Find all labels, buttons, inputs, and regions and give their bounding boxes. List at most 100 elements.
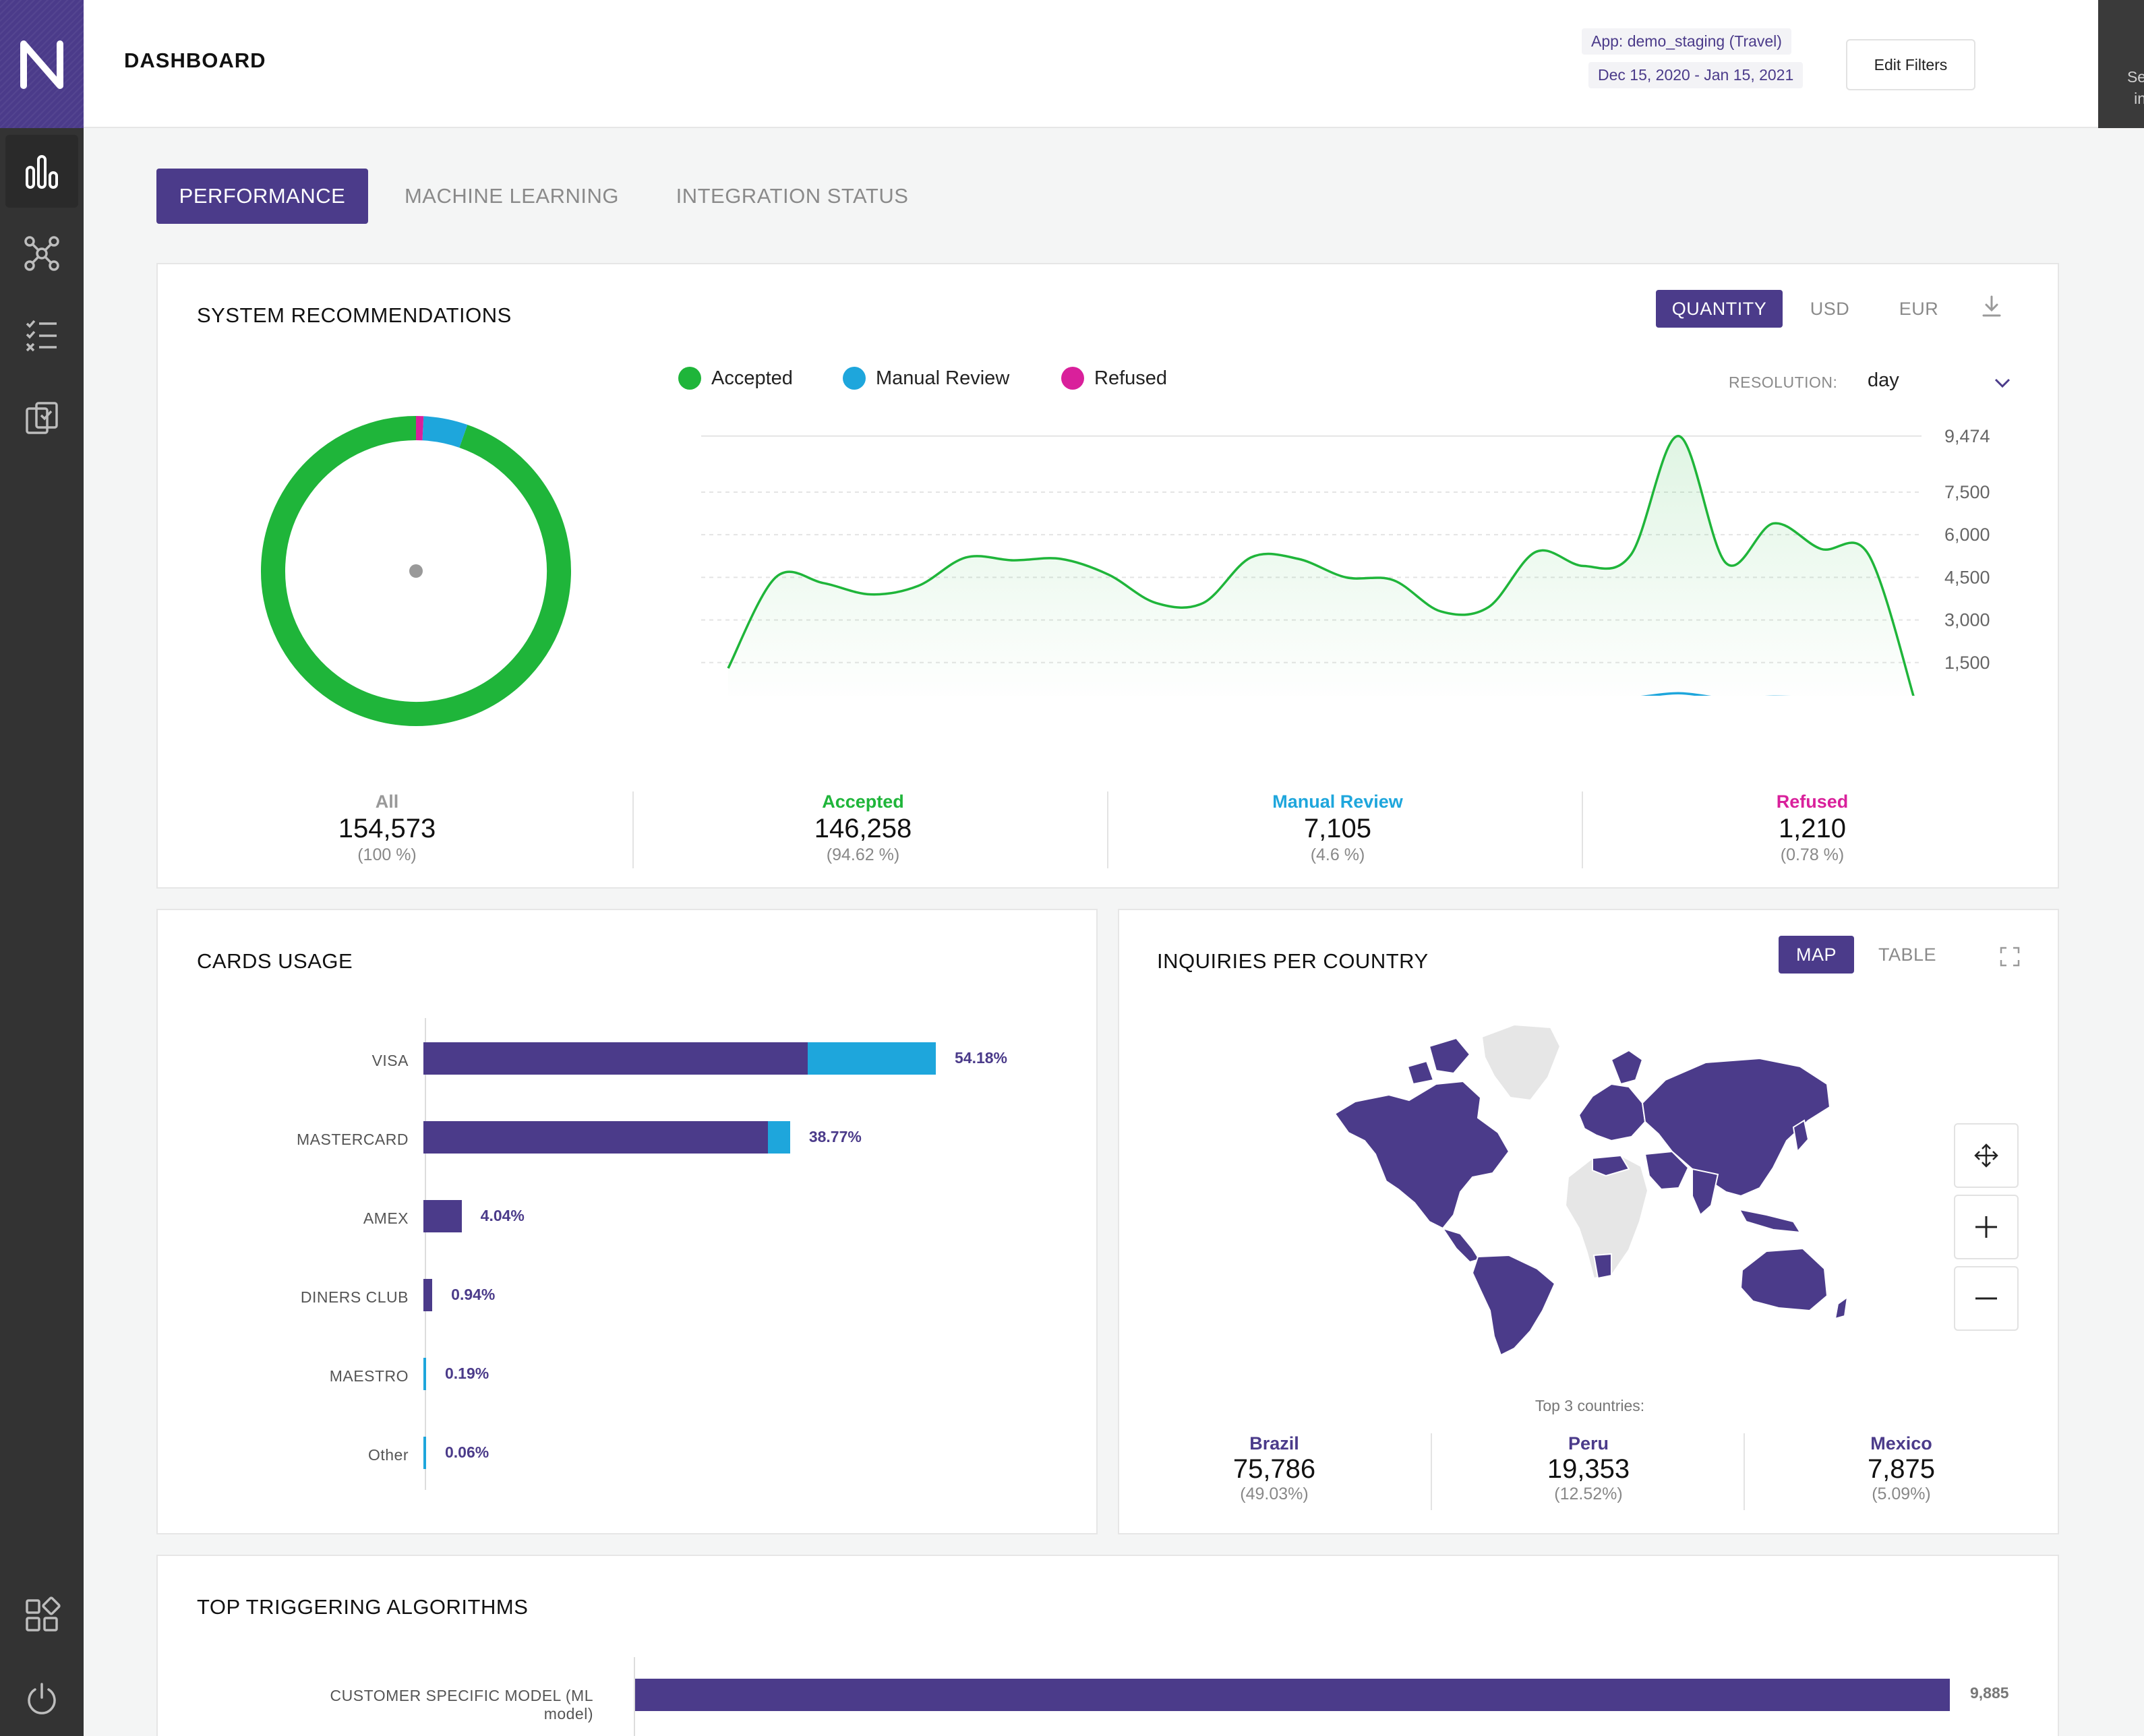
- unit-eur-button[interactable]: EUR: [1899, 298, 1939, 319]
- y-tick-label: 0: [1944, 695, 1955, 696]
- divider: [1107, 791, 1108, 868]
- greenland-region: [1481, 1023, 1561, 1102]
- stat-pct: (94.62 %): [826, 845, 900, 864]
- card-title: SYSTEM RECOMMENDATIONS: [197, 303, 512, 327]
- power-icon[interactable]: [5, 1663, 78, 1735]
- line-chart: 9,474 7,500 6,000 4,500 3,000 1,500 0: [701, 426, 1990, 696]
- stat-name: Refused: [1776, 791, 1849, 812]
- bar-category-label: Other: [367, 1446, 409, 1464]
- japan-region: [1792, 1119, 1810, 1154]
- country-pct: (49.03%): [1240, 1485, 1309, 1503]
- nav-review-icon[interactable]: [5, 382, 78, 454]
- minus-icon: [1975, 1297, 1997, 1300]
- resolution-select[interactable]: day: [1868, 369, 2144, 399]
- edit-filters-button[interactable]: Edit Filters: [1846, 39, 1975, 90]
- bar-segment[interactable]: [423, 1279, 433, 1311]
- bar-segment[interactable]: [768, 1121, 790, 1154]
- tab-integration-status[interactable]: INTEGRATION STATUS: [676, 184, 909, 208]
- resolution-value: day: [1868, 369, 1899, 391]
- bar-value-label: 9,885: [1970, 1684, 2009, 1702]
- country-name: Peru: [1568, 1433, 1609, 1454]
- donut-slice-accepted[interactable]: [261, 416, 571, 726]
- bar-axis: [425, 1018, 426, 1490]
- unit-usd-button[interactable]: USD: [1810, 298, 1850, 319]
- bar-segment[interactable]: [808, 1042, 936, 1075]
- bar-segment[interactable]: [423, 1121, 769, 1154]
- stat-accepted: Accepted 146,258 (94.62 %): [742, 791, 984, 865]
- top-countries-label: Top 3 countries:: [1535, 1397, 1645, 1414]
- stat-value: 154,573: [338, 814, 436, 843]
- country-brazil: Brazil 75,786 (49.03%): [1139, 1433, 1409, 1504]
- download-icon[interactable]: [1978, 293, 2005, 323]
- inquiries-per-country-card: INQUIRIES PER COUNTRY MAP TABLE: [1118, 909, 2059, 1534]
- tab-machine-learning[interactable]: MACHINE LEARNING: [404, 184, 620, 208]
- unit-quantity-button[interactable]: QUANTITY: [1656, 290, 1783, 328]
- stat-manual-review: Manual Review 7,105 (4.6 %): [1216, 791, 1459, 865]
- scandinavia-region: [1610, 1049, 1644, 1085]
- divider: [1431, 1433, 1432, 1510]
- bar-category-label: MAESTRO: [329, 1367, 409, 1385]
- bar-segment[interactable]: [423, 1042, 808, 1075]
- bar-segment[interactable]: [423, 1358, 426, 1390]
- map-recenter-button[interactable]: [1954, 1123, 2019, 1188]
- date-range: Dec 15, 2020 - Jan 15, 2021: [1588, 62, 1804, 88]
- country-name: Brazil: [1249, 1433, 1299, 1454]
- bar-segment[interactable]: [423, 1437, 426, 1469]
- page-title: DASHBOARD: [124, 49, 266, 72]
- zoom-in-button[interactable]: [1954, 1195, 2019, 1259]
- stat-pct: (0.78 %): [1780, 845, 1845, 864]
- bar-value-label: 0.06%: [445, 1443, 489, 1461]
- country-mexico: Mexico 7,875 (5.09%): [1766, 1433, 2036, 1504]
- nav-dashboard-icon[interactable]: [5, 135, 78, 208]
- y-tick-label: 1,500: [1944, 653, 1990, 673]
- legend-accepted[interactable]: Accepted: [678, 367, 793, 390]
- bar-category-label: DINERS CLUB: [300, 1288, 409, 1306]
- tab-performance[interactable]: PERFORMANCE: [156, 169, 368, 224]
- cards-usage-card: CARDS USAGE VISA 54.18% MASTERCARD 38.77% AM…: [156, 909, 1098, 1534]
- stat-pct: (4.6 %): [1310, 845, 1365, 864]
- stat-refused: Refused 1,210 (0.78 %): [1691, 791, 1934, 865]
- bar-segment[interactable]: [423, 1200, 462, 1232]
- donut-slice-manual-review[interactable]: [422, 416, 468, 448]
- nav-network-icon[interactable]: [5, 217, 78, 290]
- search-inquiries-button[interactable]: Search for inquiries: [2098, 0, 2144, 128]
- chevron-down-icon[interactable]: [1992, 372, 2013, 394]
- world-map[interactable]: [1328, 1019, 1854, 1356]
- legend-dot: [1061, 367, 1084, 390]
- bar-axis: [634, 1657, 635, 1736]
- nav-apps-icon[interactable]: [5, 1579, 78, 1652]
- search-label-line1: Search for: [2126, 68, 2144, 86]
- donut-center-dot: [409, 564, 423, 578]
- view-table-button[interactable]: TABLE: [1878, 944, 1937, 965]
- system-recommendations-card: SYSTEM RECOMMENDATIONS QUANTITY USD EUR …: [156, 263, 2059, 889]
- bar-category-label: CUSTOMER SPECIFIC MODEL (ML model): [330, 1687, 593, 1723]
- y-tick-label: 3,000: [1944, 610, 1990, 630]
- stat-name: Accepted: [822, 791, 904, 812]
- central-america-region: [1441, 1227, 1481, 1263]
- south-africa-region: [1592, 1253, 1612, 1280]
- app-label: App: demo_staging (Travel): [1582, 28, 1791, 55]
- country-value: 19,353: [1547, 1454, 1630, 1484]
- zoom-out-button[interactable]: [1954, 1266, 2019, 1331]
- new-zealand-region: [1834, 1295, 1849, 1320]
- expand-icon[interactable]: [1998, 945, 2021, 968]
- legend-refused[interactable]: Refused: [1061, 367, 1167, 390]
- app-logo[interactable]: [0, 0, 84, 128]
- south-america-region: [1471, 1254, 1556, 1356]
- sidebar: [0, 0, 84, 1736]
- y-tick-label: 4,500: [1944, 567, 1990, 587]
- australia-region: [1739, 1247, 1828, 1312]
- north-africa-region: [1592, 1154, 1630, 1177]
- country-value: 7,875: [1867, 1454, 1936, 1484]
- plus-icon: [1975, 1216, 1997, 1238]
- series-line-accepted[interactable]: [727, 435, 1916, 696]
- search-label-line2: inquiries: [2134, 90, 2144, 107]
- stat-value: 7,105: [1303, 814, 1372, 843]
- view-map-button[interactable]: MAP: [1779, 936, 1854, 974]
- bar-segment[interactable]: [635, 1679, 1950, 1711]
- nav-checklist-icon[interactable]: [5, 299, 78, 372]
- stat-value: 146,258: [814, 814, 912, 843]
- europe-region: [1578, 1083, 1646, 1142]
- card-title: TOP TRIGGERING ALGORITHMS: [197, 1595, 529, 1619]
- legend-manual-review[interactable]: Manual Review: [843, 367, 1009, 390]
